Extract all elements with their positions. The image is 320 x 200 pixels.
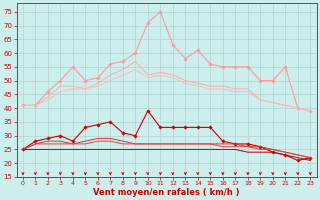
X-axis label: Vent moyen/en rafales ( km/h ): Vent moyen/en rafales ( km/h ) (93, 188, 240, 197)
